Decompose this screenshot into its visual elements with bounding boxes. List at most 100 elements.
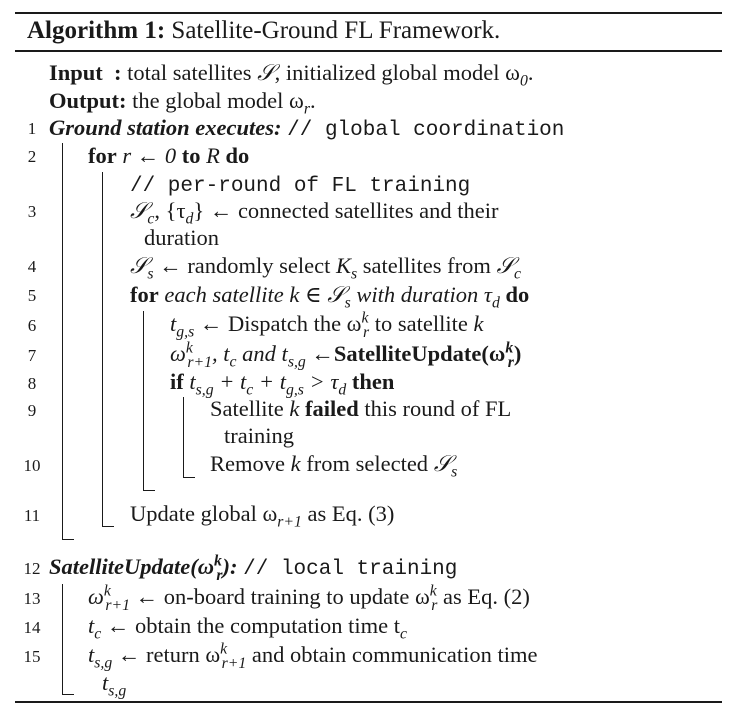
input-label: Input [49, 60, 103, 85]
text: Satellite [210, 396, 290, 421]
output-label: Output: [49, 88, 127, 113]
block-end-update [62, 694, 74, 696]
sub: s [351, 265, 358, 283]
algo-line-15-cont: ts,g [102, 670, 126, 705]
algorithm-name: Satellite-Ground FL Framework. [171, 17, 501, 44]
line-number: 12 [23, 559, 41, 578]
sub: r [507, 353, 514, 371]
input-sep: : [114, 60, 122, 85]
algo-line-12: SatelliteUpdate(ωkr): // local training [49, 552, 457, 584]
algo-line-9: Satellite k failed this round of FL [210, 396, 511, 422]
text: to satellite [369, 311, 474, 336]
sub: d [491, 294, 500, 312]
text: each satellite k ∈ 𝒮 [164, 282, 345, 307]
sub: c [513, 265, 521, 283]
text: duration [144, 225, 219, 250]
line-number: 2 [27, 147, 37, 166]
sym: t [88, 642, 95, 667]
kw-for: for [130, 282, 159, 307]
title-rule [15, 50, 722, 52]
sub: s,g [108, 682, 127, 700]
loop-end: R [200, 143, 226, 168]
sup: k [103, 582, 111, 600]
sub: r+1 [221, 654, 247, 672]
text: ← Dispatch the ω [194, 311, 362, 336]
block-line-update [62, 584, 64, 695]
line-number: 6 [27, 316, 37, 335]
algo-line-9-cont: training [224, 423, 294, 449]
line-number: 10 [23, 456, 41, 475]
output-end: . [309, 88, 316, 113]
line-number: 11 [23, 506, 41, 525]
line-number: 13 [23, 589, 41, 608]
text: ← [305, 341, 334, 366]
text: , t [212, 341, 230, 366]
sub: c [399, 625, 407, 643]
block-line-for-k [143, 311, 145, 491]
text: as Eq. (2) [437, 584, 530, 609]
kw-then: then [351, 369, 395, 394]
text: + t [213, 369, 247, 394]
sub: r+1 [105, 596, 131, 614]
sub: c [94, 625, 102, 643]
input-line: Input : total satellites 𝒮, initialized … [49, 60, 533, 95]
kw-failed: failed [304, 396, 359, 421]
comment-global: // global coordination [287, 119, 565, 142]
sub: g,s [285, 381, 304, 399]
text: as Eq. (3) [301, 501, 395, 526]
text: satellites from [357, 253, 497, 278]
text: } ← connected satellites and their [193, 198, 499, 223]
input-text: total satellites [127, 60, 252, 85]
top-rule [15, 12, 722, 14]
block-end-ground [62, 539, 74, 541]
kw-do: do [225, 143, 250, 168]
block-line-if [183, 397, 185, 478]
sym: k [290, 451, 301, 476]
sub: s [451, 463, 458, 481]
fn-satellite-update: SatelliteUpdate(ω [333, 341, 506, 366]
input-sym: 𝒮 [257, 60, 275, 85]
text: ← obtain the computation time t [101, 613, 400, 638]
line-number: 3 [27, 202, 37, 221]
text: + t [253, 369, 286, 394]
sub: s,g [195, 381, 214, 399]
algo-line-13: ωkr+1 ← on-board training to update ωkr … [88, 582, 530, 613]
output-line: Output: the global model ωr. [49, 88, 316, 123]
ground-station-head: Ground station executes: [49, 115, 282, 140]
kw-for: for [88, 143, 117, 168]
algo-line-4: 𝒮s ← randomly select Ks satellites from … [130, 253, 521, 288]
block-line-for-r [102, 172, 104, 527]
satellite-update-head: SatelliteUpdate(ω [49, 554, 214, 579]
sym: t [183, 369, 196, 394]
sub: g,s [176, 323, 195, 341]
sub: s,g [287, 353, 306, 371]
algo-line-3-cont: duration [144, 225, 219, 251]
kw-to: to [181, 143, 201, 168]
algo-line-8: if ts,g + tc + tg,s > τd then [170, 369, 394, 404]
text: ← on-board training to update ω [130, 584, 430, 609]
algo-line-14: tc ← obtain the computation time tc [88, 613, 407, 648]
algo-line-11: Update global ωr+1 as Eq. (3) [130, 501, 394, 536]
comment-per-round: // per-round of FL training [130, 175, 471, 198]
loop-range: r ← 0 [116, 143, 182, 168]
text: Update global ω [130, 501, 278, 526]
comment-line: // per-round of FL training [130, 171, 470, 200]
text: from selected [300, 451, 434, 476]
input-text2: , initialized global model ω [274, 60, 520, 85]
line-number: 14 [23, 618, 41, 637]
sup: k [214, 552, 222, 570]
text: and t [236, 341, 288, 366]
text: this round of FL [358, 396, 512, 421]
text: training [224, 423, 294, 448]
algo-line-6: tg,s ← Dispatch the ωkr to satellite k [170, 310, 484, 346]
text: > τ [303, 369, 339, 394]
algo-line-3: 𝒮c, {τd} ← connected satellites and thei… [130, 198, 498, 233]
line-number: 8 [27, 374, 37, 393]
sub: d [185, 210, 194, 228]
sub: r+1 [277, 513, 302, 531]
sub: r [216, 566, 223, 584]
sub: s [344, 294, 351, 312]
output-text: the global model ω [132, 88, 304, 113]
algo-line-1: Ground station executes: // global coord… [49, 115, 564, 144]
block-end-for-k [143, 490, 155, 492]
